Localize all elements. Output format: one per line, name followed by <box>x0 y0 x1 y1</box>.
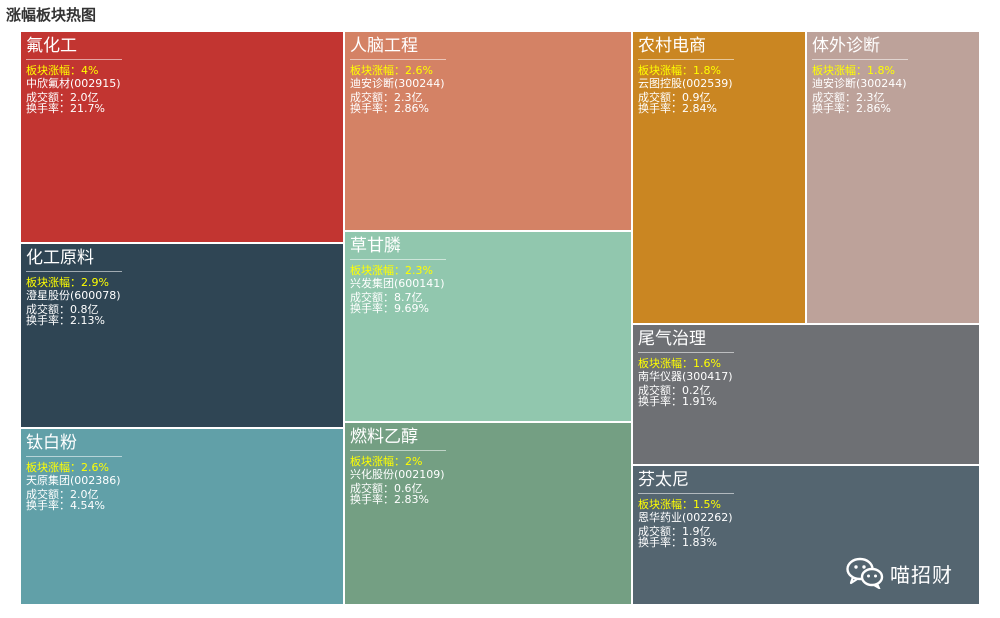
tile-divider <box>350 59 446 60</box>
sector-name: 农村电商 <box>638 36 706 56</box>
treemap-tile[interactable]: 化工原料板块涨幅：2.9% 澄星股份(600078) 成交额：0.8亿 换手率：2.1… <box>20 243 344 428</box>
sector-name: 体外诊断 <box>812 36 880 56</box>
treemap-tile[interactable]: 尾气治理板块涨幅：1.6% 南华仪器(300417) 成交额：0.2亿 换手率：1.9… <box>632 324 980 465</box>
sector-gain: 板块涨幅：1.5% <box>638 498 721 511</box>
sector-gain: 板块涨幅：2% <box>350 455 423 468</box>
stock-turnover: 换手率：1.91% <box>638 395 717 408</box>
leading-stock: 兴发集团(600141) <box>350 277 445 290</box>
tile-divider <box>638 352 734 353</box>
tile-divider <box>350 259 446 260</box>
leading-stock: 恩华药业(002262) <box>638 511 733 524</box>
treemap-tile[interactable]: 芬太尼板块涨幅：1.5% 恩华药业(002262) 成交额：1.9亿 换手率：1.83… <box>632 465 980 605</box>
sector-name: 氟化工 <box>26 36 77 56</box>
stock-volume: 成交额：0.9亿 <box>638 91 711 104</box>
sector-gain: 板块涨幅：2.9% <box>26 276 109 289</box>
leading-stock: 天原集团(002386) <box>26 474 121 487</box>
chart-title: 涨幅板块热图 <box>6 6 97 24</box>
treemap-tile[interactable]: 氟化工板块涨幅：4% 中欣氟材(002915) 成交额：2.0亿 换手率：21.7% <box>20 31 344 243</box>
sector-gain: 板块涨幅：1.6% <box>638 357 721 370</box>
stock-volume: 成交额：2.0亿 <box>26 488 99 501</box>
stock-turnover: 换手率：1.83% <box>638 536 717 549</box>
sector-gain: 板块涨幅：4% <box>26 64 99 77</box>
treemap-tile[interactable]: 草甘膦板块涨幅：2.3% 兴发集团(600141) 成交额：8.7亿 换手率：9.69… <box>344 231 632 422</box>
sector-name: 化工原料 <box>26 248 94 268</box>
stock-volume: 成交额：2.3亿 <box>812 91 885 104</box>
stock-volume: 成交额：8.7亿 <box>350 291 423 304</box>
stock-volume: 成交额：0.8亿 <box>26 303 99 316</box>
tile-divider <box>638 59 734 60</box>
stock-volume: 成交额：0.2亿 <box>638 384 711 397</box>
sector-name: 燃料乙醇 <box>350 427 418 447</box>
tile-divider <box>26 59 122 60</box>
sector-name: 芬太尼 <box>638 470 689 490</box>
leading-stock: 云图控股(002539) <box>638 77 733 90</box>
sector-name: 人脑工程 <box>350 36 418 56</box>
stock-turnover: 换手率：9.69% <box>350 302 429 315</box>
leading-stock: 澄星股份(600078) <box>26 289 121 302</box>
leading-stock: 迪安诊断(300244) <box>812 77 907 90</box>
sector-gain: 板块涨幅：2.3% <box>350 264 433 277</box>
sector-gain: 板块涨幅：2.6% <box>350 64 433 77</box>
stock-volume: 成交额：2.0亿 <box>26 91 99 104</box>
sector-gain: 板块涨幅：2.6% <box>26 461 109 474</box>
sector-name: 钛白粉 <box>26 433 77 453</box>
stock-volume: 成交额：2.3亿 <box>350 91 423 104</box>
watermark: 喵招财 <box>846 556 953 590</box>
leading-stock: 兴化股份(002109) <box>350 468 445 481</box>
sector-name: 尾气治理 <box>638 329 706 349</box>
treemap-tile[interactable]: 人脑工程板块涨幅：2.6% 迪安诊断(300244) 成交额：2.3亿 换手率：2.8… <box>344 31 632 231</box>
stock-turnover: 换手率：2.86% <box>812 102 891 115</box>
sector-gain: 板块涨幅：1.8% <box>638 64 721 77</box>
tile-divider <box>350 450 446 451</box>
stock-turnover: 换手率：2.13% <box>26 314 105 327</box>
treemap-tile[interactable]: 钛白粉板块涨幅：2.6% 天原集团(002386) 成交额：2.0亿 换手率：4.54… <box>20 428 344 605</box>
watermark-text: 喵招财 <box>890 562 953 587</box>
tile-divider <box>26 271 122 272</box>
tile-divider <box>638 493 734 494</box>
leading-stock: 迪安诊断(300244) <box>350 77 445 90</box>
tile-divider <box>812 59 908 60</box>
treemap-tile[interactable]: 燃料乙醇板块涨幅：2% 兴化股份(002109) 成交额：0.6亿 换手率：2.83% <box>344 422 632 605</box>
sector-name: 草甘膦 <box>350 236 401 256</box>
tile-divider <box>26 456 122 457</box>
wechat-icon <box>846 557 884 589</box>
stock-turnover: 换手率：4.54% <box>26 499 105 512</box>
sector-gain: 板块涨幅：1.8% <box>812 64 895 77</box>
leading-stock: 中欣氟材(002915) <box>26 77 121 90</box>
stock-volume: 成交额：0.6亿 <box>350 482 423 495</box>
treemap-tile[interactable]: 农村电商板块涨幅：1.8% 云图控股(002539) 成交额：0.9亿 换手率：2.8… <box>632 31 806 324</box>
treemap-tile[interactable]: 体外诊断板块涨幅：1.8% 迪安诊断(300244) 成交额：2.3亿 换手率：2.8… <box>806 31 980 324</box>
stock-turnover: 换手率：21.7% <box>26 102 105 115</box>
stock-turnover: 换手率：2.84% <box>638 102 717 115</box>
stock-turnover: 换手率：2.86% <box>350 102 429 115</box>
stock-turnover: 换手率：2.83% <box>350 493 429 506</box>
stock-volume: 成交额：1.9亿 <box>638 525 711 538</box>
leading-stock: 南华仪器(300417) <box>638 370 733 383</box>
